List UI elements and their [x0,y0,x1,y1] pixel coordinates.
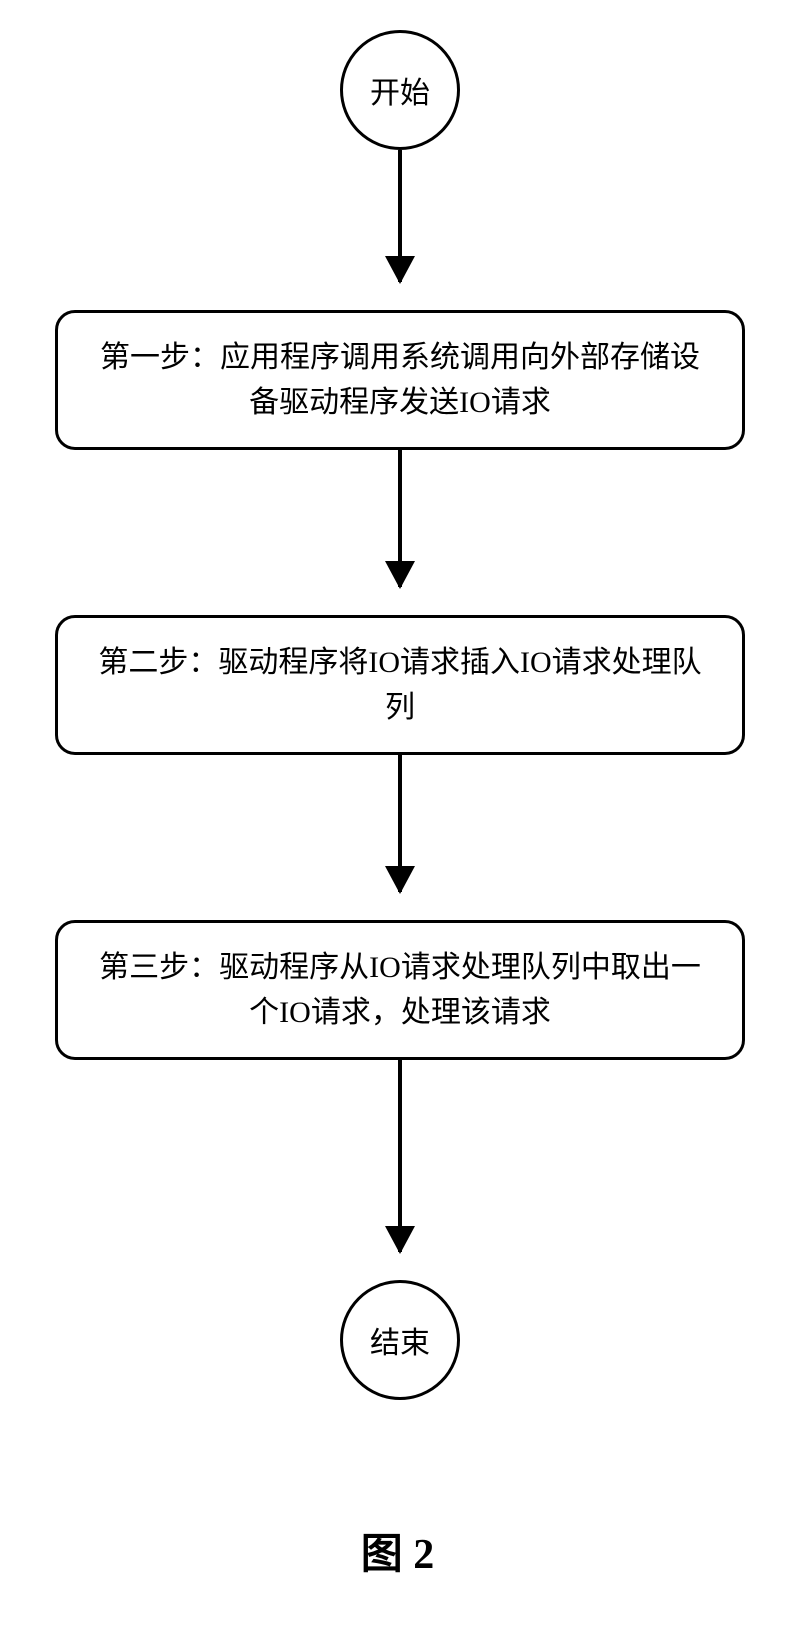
figure-label-text: 图 2 [361,1532,435,1578]
step1-node: 第一步：应用程序调用系统调用向外部存储设备驱动程序发送IO请求 [55,310,745,450]
start-label: 开始 [370,68,430,112]
end-node: 结束 [340,1280,460,1400]
arrow-4 [398,1060,402,1252]
arrow-2 [398,450,402,587]
end-label: 结束 [370,1318,430,1362]
start-node: 开始 [340,30,460,150]
arrow-3 [398,755,402,892]
figure-label: 图 2 [361,1520,435,1581]
step2-label: 第二步：驱动程序将IO请求插入IO请求处理队列 [98,646,701,724]
step3-label: 第三步：驱动程序从IO请求处理队列中取出一个IO请求，处理该请求 [99,951,701,1029]
step1-label: 第一步：应用程序调用系统调用向外部存储设备驱动程序发送IO请求 [100,341,700,419]
step2-node: 第二步：驱动程序将IO请求插入IO请求处理队列 [55,615,745,755]
arrow-1 [398,150,402,282]
step3-node: 第三步：驱动程序从IO请求处理队列中取出一个IO请求，处理该请求 [55,920,745,1060]
flowchart-container: 开始 第一步：应用程序调用系统调用向外部存储设备驱动程序发送IO请求 第二步：驱… [0,0,795,1637]
